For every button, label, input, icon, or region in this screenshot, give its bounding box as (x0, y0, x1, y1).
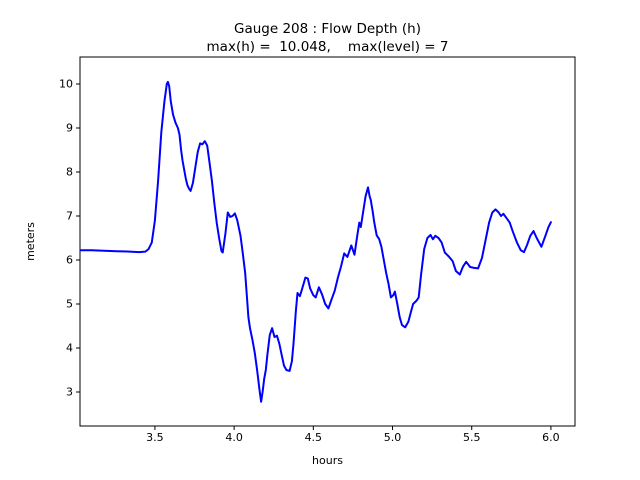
x-axis-label: hours (312, 454, 343, 467)
flow-depth-line (79, 80, 552, 403)
x-tick-label: 4.5 (305, 431, 323, 444)
x-tick-label: 5.0 (384, 431, 402, 444)
y-tick-label: 8 (66, 166, 73, 179)
y-tick-label: 7 (66, 210, 73, 223)
y-tick-label: 6 (66, 254, 73, 267)
axes-frame (79, 56, 576, 427)
y-tick-label: 5 (66, 298, 73, 311)
x-tick-label: 6.0 (542, 431, 560, 444)
chart-title: Gauge 208 : Flow Depth (h) (234, 21, 421, 37)
y-tick-label: 4 (66, 342, 73, 355)
y-axis-label: meters (24, 222, 37, 261)
y-tick-label: 9 (66, 122, 73, 135)
x-tick-label: 3.5 (146, 431, 164, 444)
x-tick-label: 5.5 (463, 431, 481, 444)
y-axis-ticks: 3 4 5 6 7 8 9 10 (59, 78, 80, 399)
chart-subtitle: max(h) = 10.048, max(level) = 7 (207, 39, 449, 55)
y-tick-label: 3 (66, 386, 73, 399)
x-tick-label: 4.0 (225, 431, 243, 444)
y-tick-label: 10 (59, 78, 73, 91)
x-axis-ticks: 3.5 4.0 4.5 5.0 5.5 6.0 (146, 426, 560, 444)
